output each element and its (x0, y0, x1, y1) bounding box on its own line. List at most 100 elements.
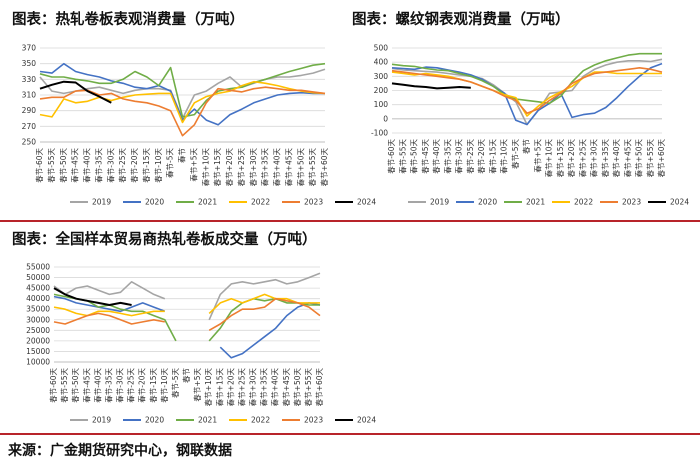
x-tick-label: 春节-20天 (129, 148, 139, 183)
x-tick-label: 春节-35天 (93, 148, 103, 183)
x-tick-label: 春节-30天 (115, 368, 125, 403)
y-tick-label: 45000 (26, 284, 50, 293)
x-tick-label: 春节-30天 (454, 139, 464, 174)
y-tick-label: 35000 (26, 305, 50, 314)
legend-label-2019: 2019 (430, 198, 449, 207)
x-tick-label: 春节+15天 (555, 139, 565, 178)
x-tick-label: 春节-60天 (34, 148, 44, 183)
x-tick-label: 春节+45天 (281, 368, 291, 407)
x-tick-label: 春节+35天 (260, 148, 270, 187)
x-tick-label: 春节 (521, 139, 531, 154)
x-tick-label: 春节+10天 (203, 368, 213, 407)
series-line-2021 (39, 62, 326, 118)
chart3-title: 图表：全国样本贸易商热轧卷板成交量（万吨） (12, 232, 317, 248)
y-tick-label: 400 (374, 58, 389, 67)
x-tick-label: 春节+5天 (532, 139, 542, 173)
y-tick-label: 290 (22, 106, 37, 115)
x-tick-label: 春节-60天 (48, 368, 58, 403)
series-line-2020 (53, 295, 166, 313)
series-line-2023 (391, 67, 663, 114)
y-tick-label: 270 (22, 122, 37, 131)
series-line-2023 (53, 312, 165, 325)
x-tick-label: 春节-5天 (165, 148, 175, 178)
series-line-2024 (53, 287, 132, 306)
y-tick-label: 20000 (26, 336, 50, 345)
x-tick-label: 春节+50天 (634, 139, 644, 178)
y-tick-label: 300 (374, 72, 389, 81)
x-tick-label: 春节-10天 (153, 148, 163, 183)
legend-label-2023: 2023 (304, 416, 323, 425)
divider-bottom (0, 433, 700, 435)
x-tick-label: 春节+40天 (611, 139, 621, 178)
divider-top (0, 220, 700, 222)
x-tick-label: 春节-20天 (137, 368, 147, 403)
x-tick-label: 春节+15天 (214, 368, 224, 407)
y-tick-label: 500 (374, 44, 389, 53)
x-tick-label: 春节-25天 (117, 148, 127, 183)
x-tick-label: 春节+20天 (225, 368, 235, 407)
y-tick-label: 200 (374, 86, 389, 95)
series-line-2021 (391, 52, 662, 105)
series-line-2024 (39, 80, 112, 104)
x-tick-label: 春节-20天 (476, 139, 486, 174)
x-tick-label: 春节-35天 (442, 139, 452, 174)
x-tick-label: 春节+25天 (236, 148, 246, 187)
x-tick-label: 春节+55天 (645, 139, 655, 178)
y-tick-label: 310 (22, 91, 37, 100)
x-tick-label: 春节 (181, 368, 191, 383)
y-tick-label: 15000 (26, 347, 50, 356)
y-tick-label: 25000 (26, 326, 50, 335)
series-line-2022 (39, 80, 326, 124)
legend-label-2022: 2022 (251, 198, 270, 207)
x-tick-label: 春节-45天 (70, 148, 80, 183)
x-tick-label: 春节+60天 (656, 139, 666, 178)
series-line-2020 (391, 62, 663, 126)
y-tick-label: 370 (22, 44, 37, 53)
x-tick-label: 春节-15天 (487, 139, 497, 174)
x-tick-label: 春节-15天 (148, 368, 158, 403)
x-tick-label: 春节-10天 (499, 139, 509, 174)
x-tick-label: 春节+30天 (248, 148, 258, 187)
x-tick-label: 春节-40天 (92, 368, 102, 403)
y-tick-label: 30000 (26, 315, 50, 324)
x-tick-label: 春节-55天 (397, 139, 407, 174)
x-tick-label: 春节-45天 (420, 139, 430, 174)
x-tick-label: 春节+25天 (577, 139, 587, 178)
legend-label-2021: 2021 (526, 198, 545, 207)
x-tick-label: 春节-55天 (46, 148, 56, 183)
legend-label-2020: 2020 (145, 416, 164, 425)
y-tick-label: 250 (22, 138, 37, 147)
x-tick-label: 春节+20天 (566, 139, 576, 178)
x-tick-label: 春节+50天 (292, 368, 302, 407)
x-tick-label: 春节-50天 (58, 148, 68, 183)
x-tick-label: 春节+20天 (224, 148, 234, 187)
legend-label-2023: 2023 (622, 198, 641, 207)
series-line-2023 (208, 297, 321, 331)
x-tick-label: 春节+35天 (259, 368, 269, 407)
x-tick-label: 春节+60天 (314, 368, 324, 407)
x-tick-label: 春节-30天 (105, 148, 115, 183)
legend-label-2019: 2019 (92, 416, 111, 425)
x-tick-label: 春节+30天 (248, 368, 258, 407)
y-tick-label: 40000 (26, 294, 50, 303)
series-line-2022 (208, 293, 320, 314)
x-tick-label: 春节-40天 (431, 139, 441, 174)
chart2-title: 图表：螺纹钢表观消费量（万吨） (352, 12, 570, 28)
y-tick-label: -100 (371, 129, 388, 138)
legend-label-2019: 2019 (92, 198, 111, 207)
x-tick-label: 春节-5天 (510, 139, 520, 169)
x-tick-label: 春节-10天 (159, 368, 169, 403)
series-line-2022 (391, 71, 662, 117)
x-tick-label: 春节-35天 (103, 368, 113, 403)
y-tick-label: 0 (383, 114, 388, 123)
x-tick-label: 春节+5天 (192, 368, 202, 402)
legend-label-2024: 2024 (357, 198, 376, 207)
x-tick-label: 春节+40天 (272, 148, 282, 187)
x-tick-label: 春节+10天 (544, 139, 554, 178)
x-tick-label: 春节 (177, 148, 187, 163)
x-tick-label: 春节+35天 (600, 139, 610, 178)
legend-label-2023: 2023 (304, 198, 323, 207)
x-tick-label: 春节-15天 (141, 148, 151, 183)
